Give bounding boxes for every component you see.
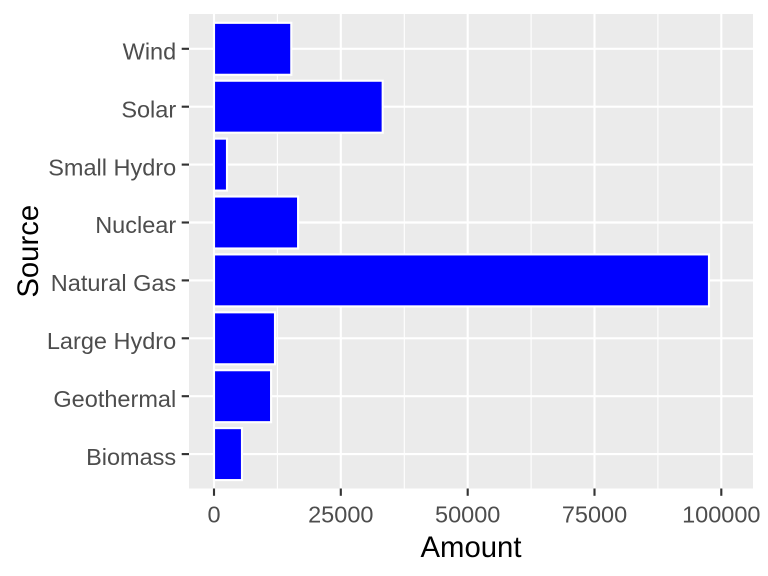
svg-text:0: 0 — [207, 501, 220, 527]
svg-text:Biomass: Biomass — [86, 444, 176, 470]
svg-text:Solar: Solar — [121, 96, 176, 122]
svg-text:Wind: Wind — [123, 39, 177, 65]
svg-text:Source: Source — [12, 205, 45, 298]
svg-text:100000: 100000 — [682, 501, 760, 527]
svg-text:75000: 75000 — [562, 501, 627, 527]
svg-text:Natural Gas: Natural Gas — [51, 270, 176, 296]
svg-text:Amount: Amount — [421, 531, 522, 564]
svg-text:Geothermal: Geothermal — [53, 386, 176, 412]
svg-text:Nuclear: Nuclear — [95, 212, 176, 238]
svg-text:50000: 50000 — [435, 501, 500, 527]
svg-text:25000: 25000 — [308, 501, 373, 527]
svg-text:Small Hydro: Small Hydro — [48, 154, 176, 180]
svg-text:Large Hydro: Large Hydro — [47, 328, 176, 354]
